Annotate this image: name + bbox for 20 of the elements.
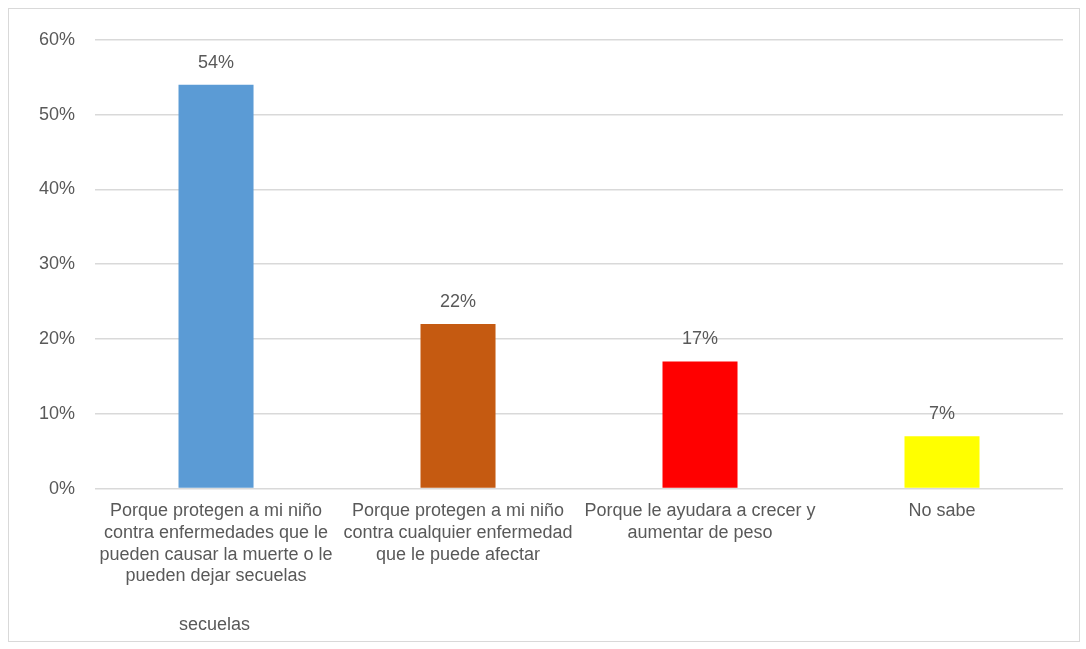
data-label: 7% [929, 403, 956, 424]
y-tick-label: 30% [39, 253, 76, 274]
y-tick-label: 60% [39, 28, 76, 49]
x-tick-label: No sabe [908, 500, 976, 521]
y-tick-label: 40% [39, 178, 76, 199]
bar [904, 436, 980, 488]
y-tick-label: 10% [39, 402, 76, 423]
bar [420, 324, 496, 488]
bar [662, 361, 738, 488]
y-tick-label: 0% [49, 477, 76, 498]
bar [178, 84, 254, 488]
data-label: 22% [440, 291, 477, 312]
data-label: 17% [681, 328, 719, 349]
text: secuelas [179, 614, 251, 635]
data-label: 54% [198, 51, 235, 72]
y-tick-label: 20% [39, 327, 76, 348]
x-tick-label: Porque protegen a mi niño contra cualquier enfermedad que le puede afectar [343, 500, 573, 564]
y-tick-label: 50% [39, 103, 76, 124]
x-tick-label: Porque le ayudara a crecer y aumentar de peso [584, 500, 816, 542]
x-tick-label: Porque protegen a mi niño contra enfermedades que le pueden causar la muerte o le pueden dejar secuelas [99, 500, 333, 586]
